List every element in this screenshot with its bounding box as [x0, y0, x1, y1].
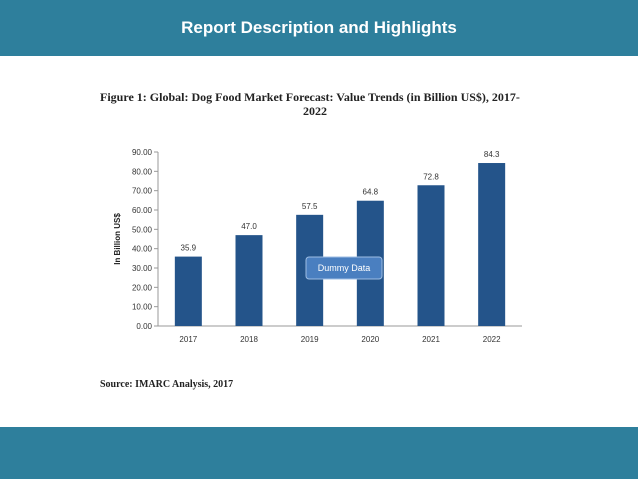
y-tick-label: 20.00 [132, 283, 153, 292]
figure-title: Figure 1: Global: Dog Food Market Foreca… [100, 90, 530, 118]
x-tick-label: 2020 [361, 335, 379, 344]
bar-chart: 0.00 10.00 20.00 30.00 40.00 50.00 60.00 70.00 8… [113, 148, 522, 344]
y-tick-label: 40.00 [132, 245, 153, 254]
data-label: 35.9 [181, 244, 197, 253]
y-tick-label: 70.00 [132, 187, 153, 196]
y-tick-label: 10.00 [132, 303, 153, 312]
data-label: 57.5 [302, 202, 318, 211]
y-axis-label: In Billion US$ [113, 213, 122, 265]
dummy-data-label: Dummy Data [318, 263, 371, 273]
y-tick-label: 0.00 [136, 322, 152, 331]
x-tick-label: 2019 [301, 335, 319, 344]
figure-title-line1: Figure 1: Global: Dog Food Market Foreca… [100, 90, 520, 104]
bar [235, 235, 263, 326]
x-tick-label: 2017 [179, 335, 197, 344]
x-tick-label: 2022 [483, 335, 501, 344]
data-label: 64.8 [363, 188, 379, 197]
data-label: 72.8 [423, 172, 439, 181]
x-tick-label: 2021 [422, 335, 440, 344]
figure-source: Source: IMARC Analysis, 2017 [100, 379, 234, 390]
data-label: 47.0 [241, 222, 257, 231]
y-tick-label: 90.00 [132, 148, 153, 157]
y-tick-label: 30.00 [132, 264, 153, 273]
footer-banner [0, 427, 638, 479]
y-tick-label: 80.00 [132, 167, 153, 176]
header-banner [0, 0, 638, 56]
y-tick-label: 60.00 [132, 206, 153, 215]
x-tick-label: 2018 [240, 335, 258, 344]
data-label: 84.3 [484, 150, 500, 159]
page-title: Report Description and Highlights [181, 18, 457, 37]
figure-title-line2: 2022 [303, 104, 327, 118]
bar [478, 163, 506, 326]
bar [417, 185, 445, 326]
dummy-data-badge [305, 256, 383, 280]
bar [174, 256, 202, 326]
y-tick-label: 50.00 [132, 225, 153, 234]
